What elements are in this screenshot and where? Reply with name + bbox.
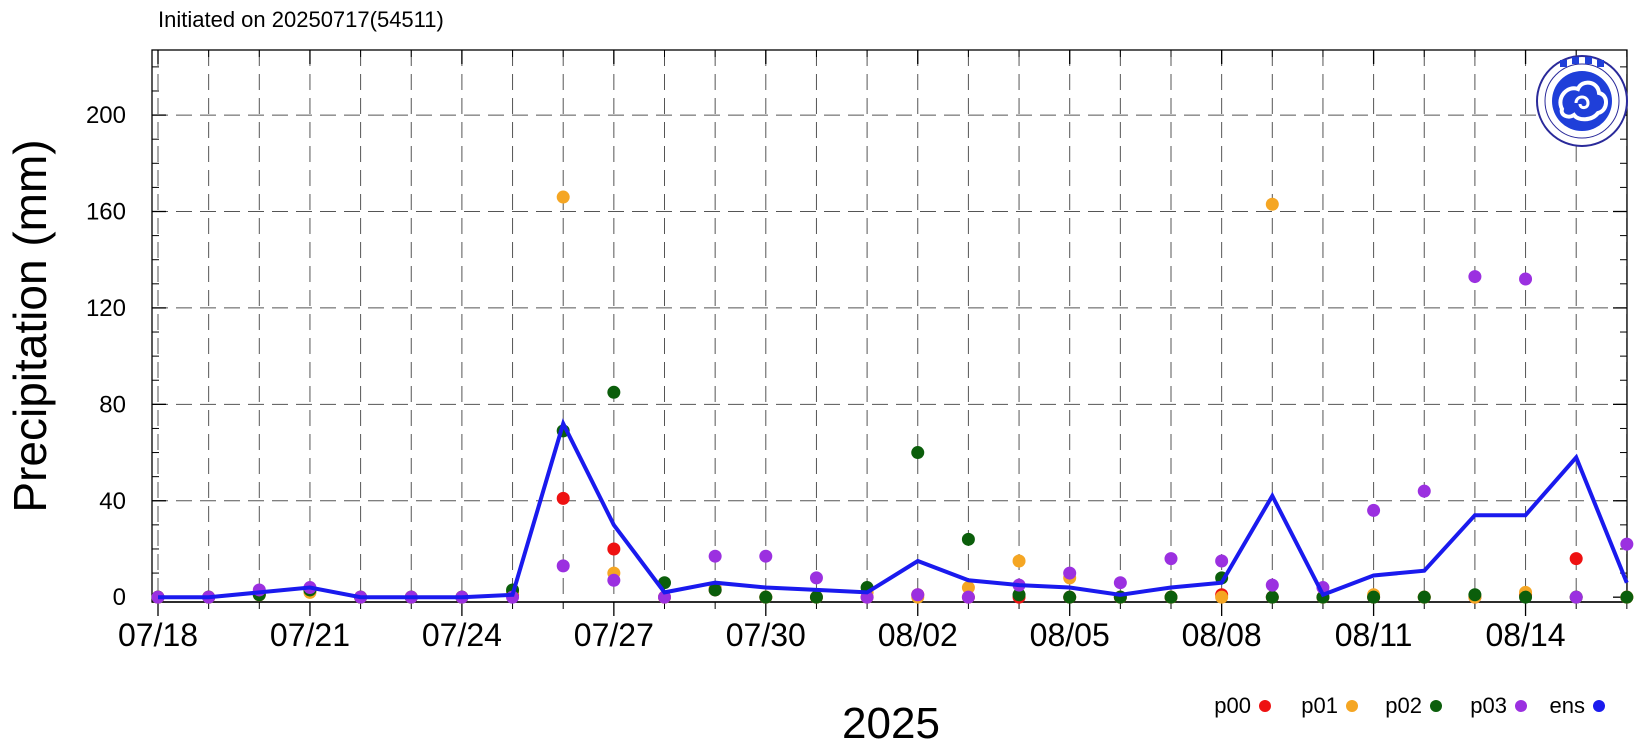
point-p01 xyxy=(1265,197,1279,211)
point-p03 xyxy=(1569,590,1583,604)
point-p03 xyxy=(911,588,925,602)
point-p02 xyxy=(1519,590,1533,604)
legend-label-p03: p03 xyxy=(1470,693,1507,718)
point-p03 xyxy=(658,590,671,604)
y-tick-label: 80 xyxy=(99,391,126,418)
plot-frame xyxy=(151,49,1628,603)
series-layer xyxy=(151,190,1634,604)
point-p03 xyxy=(607,573,621,587)
series-p01 xyxy=(151,190,1634,604)
x-axis-ticks: 07/18 07/21 07/24 07/27 07/30 08/02 08/05 08/08… xyxy=(118,50,1566,653)
point-p03 xyxy=(961,590,975,604)
point-p02 xyxy=(708,583,722,597)
point-p02 xyxy=(1063,590,1077,604)
chart-title: Initiated on 20250717(54511) xyxy=(158,7,444,32)
legend-label-p00: p00 xyxy=(1214,693,1251,718)
point-p03 xyxy=(708,549,722,563)
series-p03 xyxy=(151,270,1634,604)
point-p03 xyxy=(1215,554,1229,568)
x-tick-label: 07/24 xyxy=(422,617,502,653)
x-axis-label: 2025 xyxy=(842,699,940,748)
point-p01 xyxy=(1215,590,1229,604)
x-tick-label: 08/05 xyxy=(1030,617,1110,653)
point-p02 xyxy=(1012,588,1026,602)
legend-label-p02: p02 xyxy=(1385,693,1422,718)
point-p02 xyxy=(607,385,621,399)
legend-marker-p01 xyxy=(1346,700,1358,712)
point-p02 xyxy=(809,590,823,604)
legend-marker-p03 xyxy=(1515,700,1527,712)
point-p02 xyxy=(911,446,925,460)
point-p00 xyxy=(1569,552,1583,566)
series-p00 xyxy=(151,491,1634,604)
y-tick-label: 160 xyxy=(86,199,126,226)
point-p03 xyxy=(759,549,773,563)
point-p03 xyxy=(1620,537,1634,551)
point-p01 xyxy=(556,190,570,204)
point-p00 xyxy=(607,542,621,556)
point-p03 xyxy=(1164,552,1178,566)
x-tick-label: 07/27 xyxy=(574,617,654,653)
point-p03 xyxy=(1367,503,1381,517)
y-axis-label: Precipitation (mm) xyxy=(4,139,56,512)
point-p02 xyxy=(1620,590,1634,604)
legend-label-ens: ens xyxy=(1550,693,1585,718)
legend-marker-ens xyxy=(1593,700,1605,712)
point-p03 xyxy=(809,571,823,585)
point-p02 xyxy=(961,532,975,546)
point-p02 xyxy=(759,590,773,604)
x-tick-label: 07/18 xyxy=(118,617,198,653)
point-p00 xyxy=(556,491,570,505)
point-p03 xyxy=(1063,566,1077,580)
point-p03 xyxy=(1417,484,1431,498)
x-tick-label: 08/11 xyxy=(1335,617,1413,653)
legend: p00 p01 p02 p03 ens xyxy=(1214,693,1605,718)
x-tick-label: 07/30 xyxy=(726,617,806,653)
point-p03 xyxy=(556,559,570,573)
y-tick-label: 120 xyxy=(86,295,126,322)
y-axis-ticks: 0 40 80 120 160 200 xyxy=(86,102,1627,611)
grid-lines xyxy=(152,50,1628,602)
point-p02 xyxy=(1367,590,1381,604)
point-p02 xyxy=(1265,590,1279,604)
x-tick-label: 08/02 xyxy=(878,617,958,653)
point-p02 xyxy=(1164,590,1178,604)
legend-marker-p02 xyxy=(1430,700,1442,712)
minor-ticks xyxy=(152,50,1628,609)
point-p03 xyxy=(1519,272,1533,286)
series-line-ens xyxy=(158,418,1629,600)
legend-marker-p00 xyxy=(1259,700,1271,712)
y-tick-label: 40 xyxy=(99,488,126,515)
x-tick-label: 08/14 xyxy=(1486,617,1566,653)
y-tick-label: 200 xyxy=(86,102,126,129)
point-p03 xyxy=(1113,576,1127,590)
legend-label-p01: p01 xyxy=(1301,693,1338,718)
point-p03 xyxy=(1265,578,1279,592)
point-p01 xyxy=(961,581,975,595)
point-p02 xyxy=(1468,588,1482,602)
x-tick-label: 08/08 xyxy=(1182,617,1262,653)
y-tick-label: 0 xyxy=(113,584,126,611)
china-meteorological-administration-logo xyxy=(1536,55,1628,147)
point-p02 xyxy=(1417,590,1431,604)
x-tick-label: 07/21 xyxy=(270,617,350,653)
point-p03 xyxy=(1468,270,1482,284)
point-p01 xyxy=(1012,554,1026,568)
